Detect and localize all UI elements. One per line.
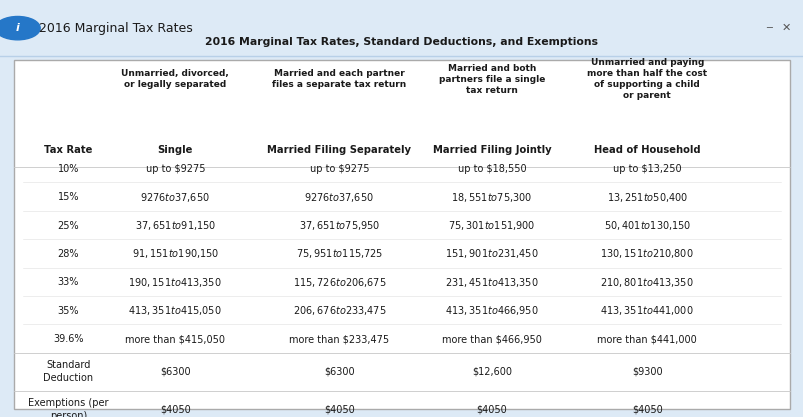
Text: $13,251 to $50,400: $13,251 to $50,400: [605, 191, 687, 204]
Text: 39.6%: 39.6%: [53, 334, 84, 344]
Text: $18,551 to $75,300: $18,551 to $75,300: [450, 191, 532, 204]
Text: $4050: $4050: [160, 404, 190, 414]
Text: 10%: 10%: [58, 164, 79, 174]
Text: more than $466,950: more than $466,950: [442, 334, 541, 344]
Text: $6300: $6300: [324, 367, 354, 377]
Text: Exemptions (per
person): Exemptions (per person): [28, 399, 108, 417]
Text: $4050: $4050: [631, 404, 662, 414]
Text: Married Filing Jointly: Married Filing Jointly: [432, 145, 551, 155]
Text: $115,726 to $206,675: $115,726 to $206,675: [292, 276, 385, 289]
Text: 33%: 33%: [58, 277, 79, 287]
Text: $6300: $6300: [160, 367, 190, 377]
Text: $413,351 to $441,000: $413,351 to $441,000: [600, 304, 693, 317]
Text: ✕: ✕: [781, 23, 790, 33]
Text: $130,151 to $210,800: $130,151 to $210,800: [600, 247, 693, 261]
Text: 2016 Marginal Tax Rates: 2016 Marginal Tax Rates: [39, 22, 192, 35]
Text: $9276 to $37,650: $9276 to $37,650: [141, 191, 210, 204]
Text: Unmarried, divorced,
or legally separated: Unmarried, divorced, or legally separate…: [121, 69, 229, 89]
FancyBboxPatch shape: [14, 60, 789, 409]
Text: $12,600: $12,600: [471, 367, 512, 377]
Text: Unmarried and paying
more than half the cost
of supporting a child
or parent: Unmarried and paying more than half the …: [586, 58, 707, 100]
Text: $9276 to $37,650: $9276 to $37,650: [304, 191, 373, 204]
Text: up to $9275: up to $9275: [145, 164, 205, 174]
Text: $9300: $9300: [631, 367, 662, 377]
Text: 35%: 35%: [58, 306, 79, 316]
Text: 28%: 28%: [58, 249, 79, 259]
Text: $151,901 to $231,450: $151,901 to $231,450: [445, 247, 538, 261]
Text: Married Filing Separately: Married Filing Separately: [267, 145, 411, 155]
Text: $91,151 to $190,150: $91,151 to $190,150: [132, 247, 218, 261]
Text: 25%: 25%: [58, 221, 79, 231]
Circle shape: [0, 17, 40, 40]
Text: Single: Single: [157, 145, 193, 155]
Text: 15%: 15%: [58, 192, 79, 202]
Text: more than $233,475: more than $233,475: [289, 334, 389, 344]
Text: $206,676 to $233,475: $206,676 to $233,475: [292, 304, 385, 317]
Text: up to $9275: up to $9275: [309, 164, 369, 174]
Text: 2016 Marginal Tax Rates, Standard Deductions, and Exemptions: 2016 Marginal Tax Rates, Standard Deduct…: [206, 37, 597, 47]
Text: $210,801 to $413,350: $210,801 to $413,350: [600, 276, 693, 289]
Text: Head of Household: Head of Household: [593, 145, 699, 155]
Text: $4050: $4050: [476, 404, 507, 414]
Text: $37,651 to $75,950: $37,651 to $75,950: [298, 219, 380, 232]
Text: $75,951 to $115,725: $75,951 to $115,725: [296, 247, 382, 261]
Text: up to $13,250: up to $13,250: [612, 164, 681, 174]
Text: $4050: $4050: [324, 404, 354, 414]
Text: more than $441,000: more than $441,000: [597, 334, 696, 344]
Text: ─: ─: [764, 23, 771, 33]
Text: Standard
Deduction: Standard Deduction: [43, 360, 93, 382]
Text: $190,151 to $413,350: $190,151 to $413,350: [128, 276, 222, 289]
Text: $37,651 to $91,150: $37,651 to $91,150: [134, 219, 216, 232]
Text: $50,401 to $130,150: $50,401 to $130,150: [603, 219, 690, 232]
Text: $75,301 to $151,900: $75,301 to $151,900: [448, 219, 535, 232]
Text: more than $415,050: more than $415,050: [125, 334, 225, 344]
Text: $231,451 to $413,350: $231,451 to $413,350: [445, 276, 538, 289]
Text: $413,351 to $415,050: $413,351 to $415,050: [128, 304, 222, 317]
Text: i: i: [16, 23, 19, 33]
Text: Tax Rate: Tax Rate: [44, 145, 92, 155]
Text: up to $18,550: up to $18,550: [457, 164, 526, 174]
Text: Married and each partner
files a separate tax return: Married and each partner files a separat…: [272, 69, 406, 89]
Text: Married and both
partners file a single
tax return: Married and both partners file a single …: [438, 64, 544, 95]
Text: $413,351 to $466,950: $413,351 to $466,950: [445, 304, 538, 317]
